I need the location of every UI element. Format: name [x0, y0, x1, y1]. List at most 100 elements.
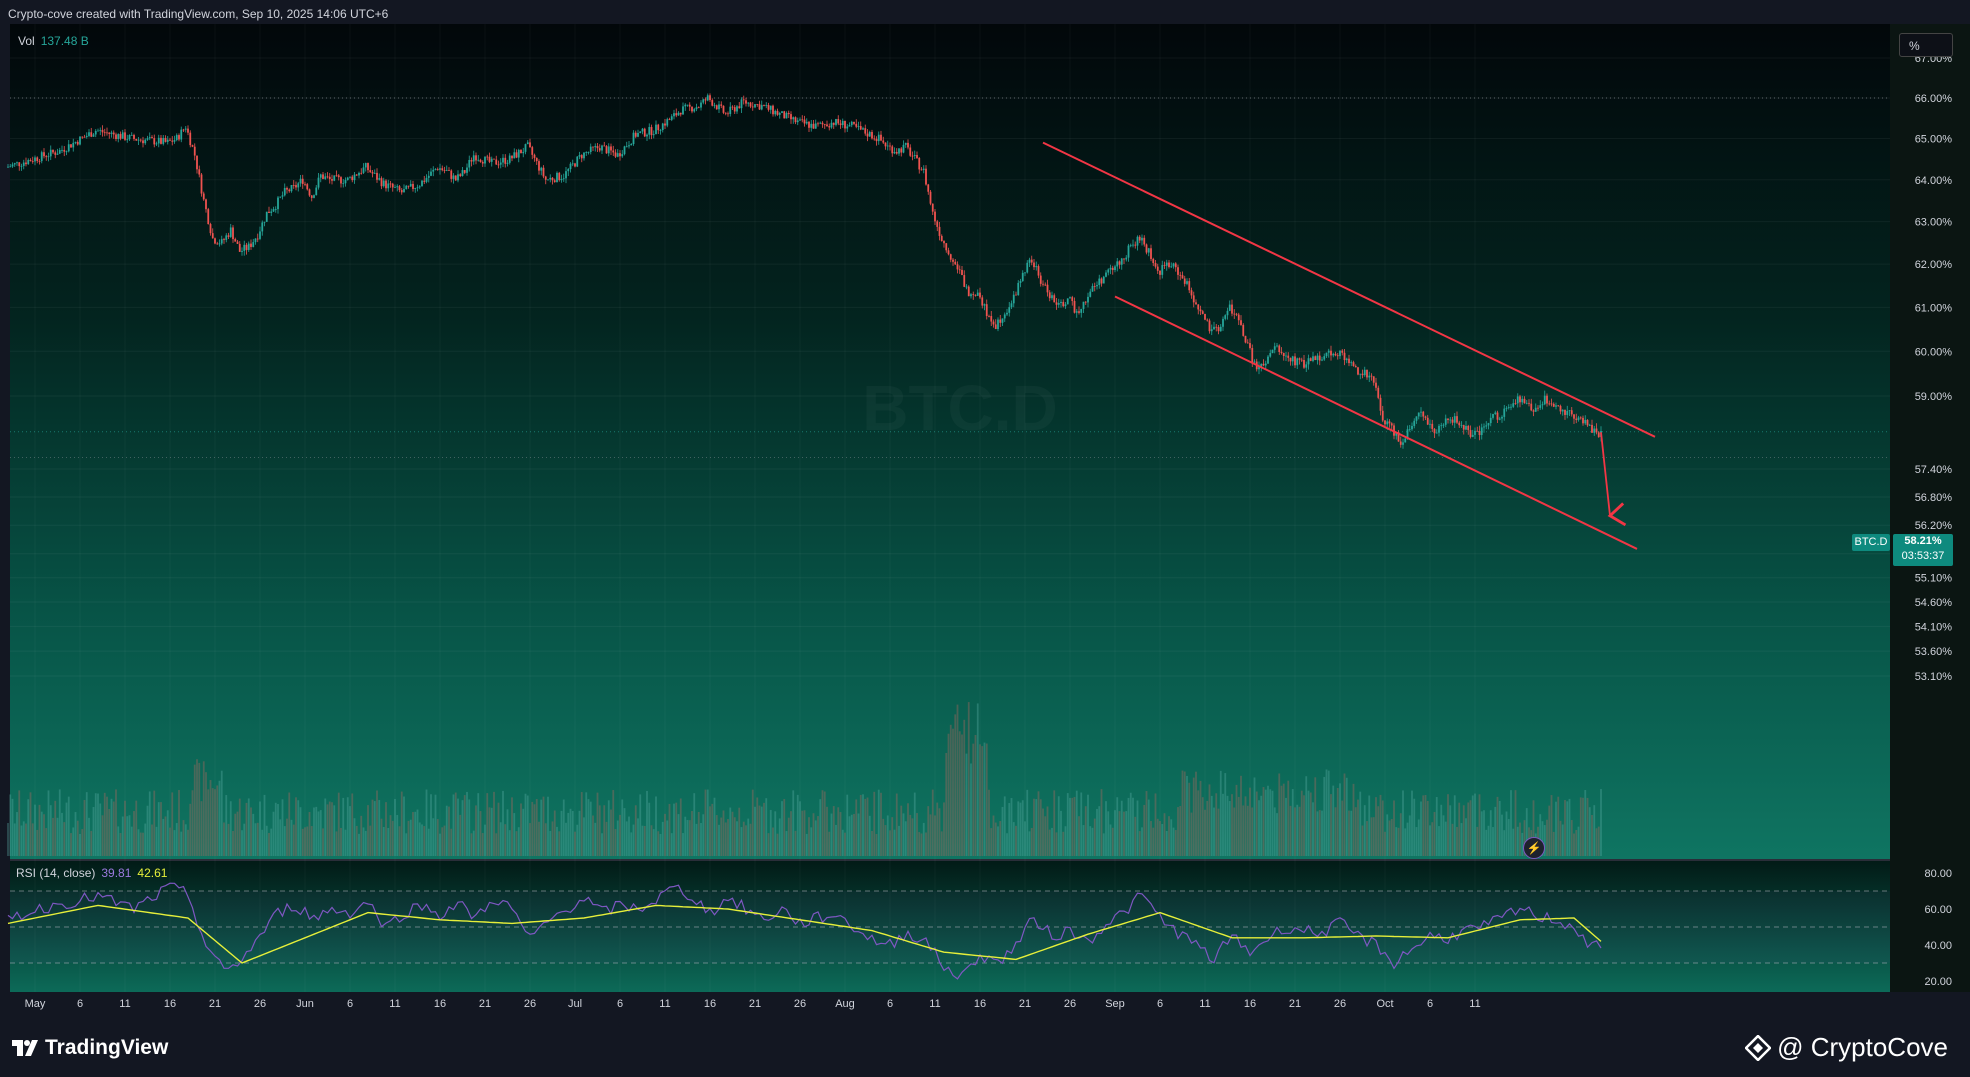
- volume-bar: [1561, 824, 1564, 856]
- volume-bar: [571, 810, 574, 856]
- time-axis[interactable]: May 6 11 16 21 26 Jun 6 11 16 21 26 Jul 6 11 16 21 26 Aug 6…: [25, 998, 1481, 1010]
- candle-body: [1550, 403, 1553, 405]
- volume-bar: [1055, 832, 1058, 856]
- volume-bar: [979, 744, 981, 856]
- candle-body: [963, 275, 966, 287]
- volume-bar: [628, 816, 630, 856]
- author-brand: @ CryptoCove: [1745, 1032, 1948, 1063]
- rsi-ma-legend-value: 42.61: [137, 866, 168, 880]
- candle-body: [920, 169, 923, 171]
- volume-bar: [724, 822, 727, 856]
- price-tick-label: 56.20%: [1915, 520, 1953, 532]
- candle-body: [1102, 276, 1105, 284]
- candle-body: [326, 176, 329, 178]
- volume-bar: [1393, 800, 1395, 856]
- candle-body: [823, 124, 826, 126]
- candle-body: [605, 146, 608, 154]
- candle-body: [175, 135, 178, 141]
- candle-body: [1586, 419, 1589, 426]
- candle-body: [286, 187, 288, 190]
- volume-bar: [657, 831, 660, 856]
- candle-body: [1048, 292, 1051, 299]
- candle-body: [1098, 278, 1101, 286]
- candle-body: [189, 132, 192, 146]
- candle-body: [403, 189, 405, 193]
- candle-body: [850, 121, 853, 126]
- chart-canvas[interactable]: BTC.D 67.00%66.00%65.00%64.00%63.00%62.0…: [0, 0, 1970, 1017]
- volume-legend[interactable]: Vol 137.48 B: [18, 34, 89, 48]
- candle-body: [180, 129, 183, 140]
- drawings[interactable]: [1042, 141, 1656, 550]
- candle-body: [1411, 425, 1413, 430]
- candle-body: [236, 241, 239, 244]
- candle-body: [34, 157, 36, 162]
- candle-body: [1336, 355, 1339, 357]
- rsi-legend-value: 39.81: [101, 866, 132, 880]
- candle-body: [1224, 315, 1227, 319]
- volume-bar: [1258, 800, 1260, 856]
- volume-bar: [607, 800, 610, 856]
- volume-bar: [1377, 806, 1380, 856]
- candle-body: [1001, 318, 1004, 323]
- volume-bar: [1323, 776, 1326, 856]
- candle-body: [1136, 236, 1139, 246]
- candle-body: [974, 294, 977, 296]
- symbol-badge: BTC.D: [1852, 534, 1890, 551]
- volume-bar: [259, 801, 261, 856]
- candle-body: [18, 162, 21, 167]
- candle-body: [625, 146, 628, 148]
- volume-bar: [922, 822, 925, 856]
- volume-bar: [614, 829, 617, 856]
- volume-bar: [1105, 801, 1107, 856]
- rsi-legend[interactable]: RSI (14, close) 39.81 42.61: [16, 866, 167, 880]
- candle-body: [909, 147, 912, 156]
- volume-bar: [902, 813, 905, 856]
- volume-bar: [972, 743, 975, 856]
- candle-body: [1168, 262, 1170, 267]
- candle-body: [196, 155, 198, 170]
- volume-bar: [900, 805, 903, 856]
- candle-body: [839, 123, 842, 126]
- volume-bar: [457, 798, 459, 856]
- candle-body: [1019, 281, 1022, 283]
- candle-body: [335, 175, 338, 177]
- candle-body: [376, 172, 378, 180]
- volume-bar: [198, 762, 201, 856]
- price-axis[interactable]: 67.00%66.00%65.00%64.00%63.00%62.00%61.0…: [1915, 53, 1953, 683]
- volume-bar: [983, 742, 986, 856]
- candle-body: [70, 144, 72, 148]
- candle-body: [612, 150, 615, 153]
- tradingview-logo[interactable]: TradingView: [12, 1036, 168, 1060]
- candle-body: [767, 105, 770, 110]
- volume-bar: [931, 789, 934, 856]
- percent-scale-button[interactable]: %: [1899, 33, 1953, 57]
- volume-bar: [1582, 797, 1584, 856]
- volume-bar: [792, 790, 795, 856]
- volume-bar: [171, 792, 174, 856]
- volume-bar: [306, 826, 309, 856]
- volume-bar: [1516, 826, 1519, 856]
- candle-body: [693, 109, 696, 112]
- candle-body: [1575, 418, 1578, 420]
- volume-bar: [1368, 795, 1371, 856]
- candle-body: [765, 105, 768, 106]
- candle-body: [641, 128, 644, 132]
- volume-bar: [463, 795, 466, 856]
- candle-body: [551, 177, 554, 181]
- candle-body: [1240, 320, 1242, 325]
- candle-body: [349, 176, 351, 178]
- candle-body: [270, 211, 273, 213]
- volume-bar: [1575, 830, 1578, 856]
- candle-body: [344, 180, 347, 184]
- candle-body: [382, 180, 385, 187]
- lightning-icon[interactable]: ⚡: [1523, 837, 1545, 859]
- candle-body: [67, 144, 70, 152]
- volume-bar: [1204, 809, 1206, 856]
- candle-body: [1179, 274, 1182, 276]
- candle-body: [263, 221, 266, 223]
- volume-bar: [342, 797, 345, 856]
- candle-body: [1487, 423, 1490, 426]
- candle-body: [1404, 438, 1407, 443]
- candle-body: [358, 172, 360, 176]
